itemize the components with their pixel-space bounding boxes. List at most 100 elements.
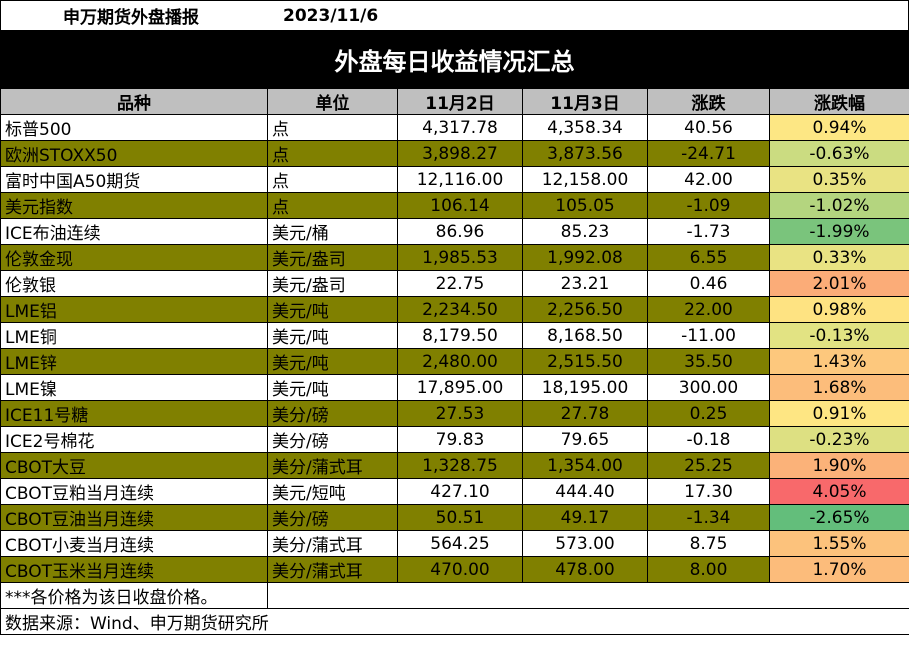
cell-pct: 1.43% xyxy=(769,348,909,375)
cell-date2: 8,168.50 xyxy=(522,322,648,349)
cell-name: CBOT玉米当月连续 xyxy=(0,556,268,583)
cell-unit: 美元/吨 xyxy=(267,374,398,401)
col-header-date2: 11月3日 xyxy=(522,88,648,115)
cell-change: 300.00 xyxy=(647,374,770,401)
brand-title: 申万期货外盘播报 xyxy=(63,8,199,28)
col-header-date1: 11月2日 xyxy=(397,88,523,115)
cell-date2: 573.00 xyxy=(522,530,648,557)
cell-name: ICE布油连续 xyxy=(0,218,268,245)
cell-date2: 105.05 xyxy=(522,192,648,219)
cell-change: 0.46 xyxy=(647,270,770,297)
report-title: 外盘每日收益情况汇总 xyxy=(334,48,575,76)
cell-pct: -1.02% xyxy=(769,192,909,219)
cell-change: 8.75 xyxy=(647,530,770,557)
cell-name: 伦敦金现 xyxy=(0,244,268,271)
cell-name: 富时中国A50期货 xyxy=(0,166,268,193)
cell-date2: 2,515.50 xyxy=(522,348,648,375)
cell-date1: 27.53 xyxy=(397,400,523,427)
cell-unit: 美元/吨 xyxy=(267,348,398,375)
cell-name: LME镍 xyxy=(0,374,268,401)
cell-change: 0.25 xyxy=(647,400,770,427)
cell-date2: 1,992.08 xyxy=(522,244,648,271)
cell-date1: 3,898.27 xyxy=(397,140,523,167)
cell-change: 8.00 xyxy=(647,556,770,583)
cell-date2: 1,354.00 xyxy=(522,452,648,479)
cell-date2: 27.78 xyxy=(522,400,648,427)
cell-pct: 1.70% xyxy=(769,556,909,583)
source-row: 数据来源：Wind、申万期货研究所 xyxy=(0,608,909,635)
cell-pct: 1.90% xyxy=(769,452,909,479)
summary-table: 品种 单位 11月2日 11月3日 涨跌 涨跌幅 标普500 点 4,317.78 4… xyxy=(0,88,909,635)
cell-unit: 美分/磅 xyxy=(267,426,398,453)
table-row: 欧洲STOXX50 点 3,898.27 3,873.56 -24.71 -0.63% xyxy=(0,140,909,167)
cell-date2: 3,873.56 xyxy=(522,140,648,167)
cell-change: 6.55 xyxy=(647,244,770,271)
cell-change: -1.73 xyxy=(647,218,770,245)
table-row: 美元指数点 106.14 105.05 -1.09 -1.02% xyxy=(0,192,909,219)
cell-change: 35.50 xyxy=(647,348,770,375)
cell-date2: 79.65 xyxy=(522,426,648,453)
cell-pct: 4.05% xyxy=(769,478,909,505)
table-row: 富时中国A50期货点 12,116.00 12,158.00 42.00 0.35% xyxy=(0,166,909,193)
cell-change: 17.30 xyxy=(647,478,770,505)
cell-unit: 美元/吨 xyxy=(267,296,398,323)
col-header-change: 涨跌 xyxy=(647,88,770,115)
table-row: CBOT豆粕当月连续 美元/短吨 427.10 444.40 17.30 4.05% xyxy=(0,478,909,505)
cell-date1: 2,234.50 xyxy=(397,296,523,323)
table-row: ICE2号棉花 美分/磅 79.83 79.65 -0.18 -0.23% xyxy=(0,426,909,453)
col-header-name: 品种 xyxy=(0,88,268,115)
cell-change: 25.25 xyxy=(647,452,770,479)
col-header-pct: 涨跌幅 xyxy=(769,88,909,115)
cell-date2: 23.21 xyxy=(522,270,648,297)
cell-pct: -1.99% xyxy=(769,218,909,245)
cell-name: ICE2号棉花 xyxy=(0,426,268,453)
cell-date2: 4,358.34 xyxy=(522,114,648,141)
cell-pct: 0.35% xyxy=(769,166,909,193)
cell-unit: 点 xyxy=(267,166,398,193)
cell-name: 标普500 xyxy=(0,114,268,141)
cell-name: LME锌 xyxy=(0,348,268,375)
col-header-unit: 单位 xyxy=(267,88,398,115)
cell-name: CBOT豆油当月连续 xyxy=(0,504,268,531)
cell-date2: 12,158.00 xyxy=(522,166,648,193)
cell-pct: -0.63% xyxy=(769,140,909,167)
table-row: LME铜 美元/吨 8,179.50 8,168.50 -11.00 -0.13% xyxy=(0,322,909,349)
cell-pct: -2.65% xyxy=(769,504,909,531)
table-row: LME锌 美元/吨 2,480.00 2,515.50 35.50 1.43% xyxy=(0,348,909,375)
cell-date1: 1,328.75 xyxy=(397,452,523,479)
cell-date1: 17,895.00 xyxy=(397,374,523,401)
table-row: ICE11号糖 美分/磅 27.53 27.78 0.25 0.91% xyxy=(0,400,909,427)
cell-unit: 美分/蒲式耳 xyxy=(267,452,398,479)
cell-change: -11.00 xyxy=(647,322,770,349)
cell-date1: 22.75 xyxy=(397,270,523,297)
cell-unit: 美元/盎司 xyxy=(267,244,398,271)
cell-change: -1.34 xyxy=(647,504,770,531)
cell-unit: 美元/吨 xyxy=(267,322,398,349)
report-title-banner: 外盘每日收益情况汇总 xyxy=(0,31,909,88)
cell-name: 欧洲STOXX50 xyxy=(0,140,268,167)
cell-date1: 86.96 xyxy=(397,218,523,245)
table-header-row: 品种 单位 11月2日 11月3日 涨跌 涨跌幅 xyxy=(0,88,909,115)
table-row: CBOT大豆 美分/蒲式耳 1,328.75 1,354.00 25.25 1.90% xyxy=(0,452,909,479)
cell-date2: 444.40 xyxy=(522,478,648,505)
table-row: LME镍 美元/吨 17,895.00 18,195.00 300.00 1.68% xyxy=(0,374,909,401)
table-row: LME铝 美元/吨 2,234.50 2,256.50 22.00 0.98% xyxy=(0,296,909,323)
cell-date1: 50.51 xyxy=(397,504,523,531)
cell-date1: 1,985.53 xyxy=(397,244,523,271)
cell-pct: -0.23% xyxy=(769,426,909,453)
cell-unit: 点 xyxy=(267,114,398,141)
table-row: 伦敦银 美元/盎司 22.75 23.21 0.46 2.01% xyxy=(0,270,909,297)
cell-date2: 478.00 xyxy=(522,556,648,583)
cell-date1: 427.10 xyxy=(397,478,523,505)
cell-unit: 美分/蒲式耳 xyxy=(267,556,398,583)
cell-pct: 1.68% xyxy=(769,374,909,401)
cell-unit: 美分/磅 xyxy=(267,504,398,531)
table-row: 标普500 点 4,317.78 4,358.34 40.56 0.94% xyxy=(0,114,909,141)
cell-change: -1.09 xyxy=(647,192,770,219)
cell-date1: 470.00 xyxy=(397,556,523,583)
cell-unit: 点 xyxy=(267,192,398,219)
cell-name: CBOT大豆 xyxy=(0,452,268,479)
cell-change: -0.18 xyxy=(647,426,770,453)
data-source: 数据来源：Wind、申万期货研究所 xyxy=(0,608,909,635)
